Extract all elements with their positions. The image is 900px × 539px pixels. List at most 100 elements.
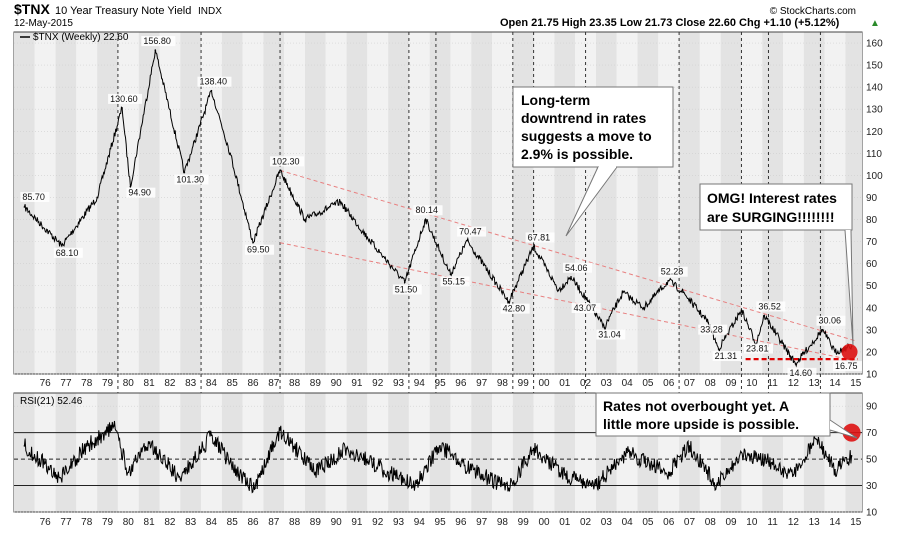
year-band bbox=[533, 393, 555, 512]
year-band bbox=[554, 393, 576, 512]
x-tick-label: 78 bbox=[81, 378, 93, 389]
chart-exchange: INDX bbox=[198, 6, 222, 17]
price-point bbox=[23, 206, 26, 208]
rsi-point bbox=[85, 445, 88, 447]
x-tick-label: 98 bbox=[497, 378, 509, 389]
rsi-series-line bbox=[23, 420, 853, 494]
callout-surging-line-2: are SURGING!!!!!!!! bbox=[707, 209, 835, 225]
rsi-x-tick-label: 10 bbox=[746, 517, 758, 528]
price-point bbox=[424, 218, 427, 221]
rsi-point bbox=[792, 474, 795, 476]
price-point bbox=[532, 245, 535, 248]
price-point bbox=[279, 169, 281, 172]
year-band bbox=[242, 393, 264, 512]
y-tick-label: 130 bbox=[866, 105, 883, 116]
year-band bbox=[471, 32, 493, 374]
rsi-x-tick-label: 97 bbox=[476, 517, 488, 528]
x-tick-label: 93 bbox=[393, 378, 405, 389]
rsi-point bbox=[507, 487, 510, 490]
year-band bbox=[159, 393, 181, 512]
rsi-x-tick-label: 08 bbox=[705, 517, 717, 528]
price-point bbox=[821, 328, 824, 331]
rsi-point bbox=[715, 484, 718, 487]
year-band bbox=[429, 32, 451, 374]
annotation-bg bbox=[500, 303, 530, 314]
x-tick-label: 87 bbox=[268, 378, 280, 389]
year-band bbox=[263, 32, 285, 374]
annotation-bg bbox=[392, 284, 422, 295]
callout-surging-line-1: OMG! Interest rates bbox=[707, 190, 837, 206]
price-annotation: 130.60 bbox=[110, 94, 138, 104]
price-annotation: 14.60 bbox=[789, 368, 812, 378]
rsi-x-tick-label: 77 bbox=[60, 517, 72, 528]
rsi-x-tick-label: 15 bbox=[850, 517, 862, 528]
rsi-x-tick-label: 84 bbox=[206, 517, 218, 528]
x-tick-label: 03 bbox=[601, 378, 613, 389]
rsi-x-tick-label: 04 bbox=[622, 517, 634, 528]
annotation-bg bbox=[744, 343, 773, 354]
price-series-line bbox=[23, 49, 853, 368]
rsi-point bbox=[179, 478, 182, 480]
callout-overbought-line-1: Rates not overbought yet. A bbox=[603, 398, 789, 414]
year-band bbox=[221, 32, 243, 374]
y-tick-label: 150 bbox=[866, 61, 883, 72]
price-annotation: 52.28 bbox=[661, 267, 684, 277]
price-point bbox=[682, 291, 685, 294]
year-band bbox=[76, 32, 98, 374]
year-band bbox=[97, 32, 118, 374]
year-band bbox=[55, 32, 77, 374]
price-point bbox=[304, 218, 306, 221]
rsi-point bbox=[314, 471, 317, 474]
annotation-bg bbox=[563, 262, 593, 273]
rsi-point bbox=[439, 445, 441, 447]
year-band bbox=[180, 393, 202, 512]
year-band bbox=[138, 393, 160, 512]
price-point bbox=[794, 363, 797, 365]
year-band bbox=[575, 393, 596, 512]
x-tick-label: 86 bbox=[247, 378, 259, 389]
price-annotation: 51.50 bbox=[395, 284, 418, 294]
rsi-point bbox=[470, 468, 473, 471]
price-annotation: 68.10 bbox=[56, 248, 79, 258]
rsi-point bbox=[58, 476, 61, 479]
price-annotation: 138.40 bbox=[199, 77, 227, 87]
annotation-bg bbox=[440, 276, 470, 287]
rsi-x-tick-label: 09 bbox=[725, 517, 737, 528]
year-band bbox=[138, 32, 160, 374]
annotation-bg bbox=[712, 351, 742, 362]
x-tick-label: 94 bbox=[414, 378, 426, 389]
rsi-point bbox=[345, 447, 348, 450]
x-tick-label: 91 bbox=[351, 378, 363, 389]
rsi-x-tick-label: 86 bbox=[247, 517, 259, 528]
year-band bbox=[845, 393, 862, 512]
year-band bbox=[554, 32, 576, 374]
x-tick-label: 00 bbox=[538, 378, 550, 389]
year-band bbox=[14, 32, 35, 374]
price-annotation: 80.14 bbox=[416, 205, 439, 215]
price-annotation: 69.50 bbox=[247, 245, 270, 255]
y-tick-label: 50 bbox=[866, 281, 878, 292]
price-annotation: 156.80 bbox=[143, 36, 171, 46]
rsi-point bbox=[23, 445, 26, 447]
rsi-point bbox=[387, 471, 389, 474]
y-tick-label: 50 bbox=[866, 455, 878, 466]
year-band bbox=[284, 393, 305, 512]
price-annotation: 102.30 bbox=[272, 156, 300, 166]
rsi-point bbox=[210, 434, 213, 437]
year-band bbox=[76, 393, 98, 512]
y-tick-label: 90 bbox=[866, 402, 878, 413]
price-point bbox=[154, 49, 157, 51]
brand-watermark: © StockCharts.com bbox=[770, 6, 856, 17]
rsi-x-tick-label: 85 bbox=[227, 517, 239, 528]
year-band bbox=[429, 393, 451, 512]
year-band bbox=[450, 393, 472, 512]
annotation-bg bbox=[832, 361, 862, 372]
annotation-bg bbox=[108, 93, 143, 104]
price-annotation: 36.52 bbox=[758, 301, 781, 311]
price-point bbox=[586, 300, 589, 302]
surge-marker bbox=[841, 343, 858, 360]
price-point bbox=[642, 307, 645, 309]
price-point bbox=[366, 236, 369, 238]
x-tick-label: 01 bbox=[559, 378, 571, 389]
